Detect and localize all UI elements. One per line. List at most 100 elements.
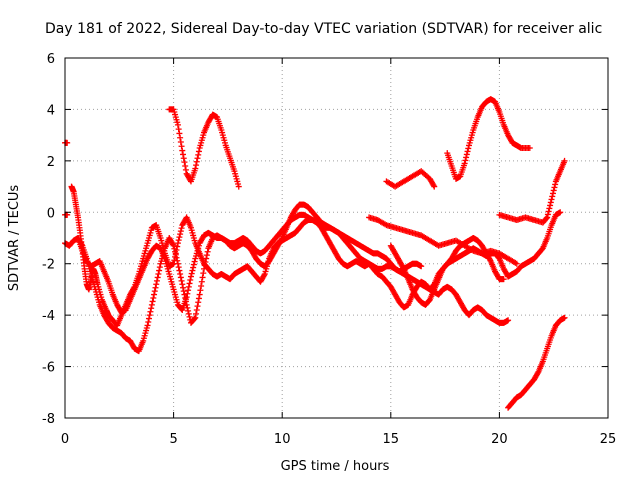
- data-point: [151, 291, 158, 298]
- data-point: [204, 248, 211, 255]
- data-point: [192, 165, 199, 172]
- data-point: [176, 234, 183, 241]
- data-point: [561, 157, 568, 164]
- series-track-j: [505, 314, 568, 411]
- data-point: [177, 228, 184, 235]
- data-point: [198, 283, 205, 289]
- data-point: [544, 211, 551, 218]
- data-point: [465, 145, 472, 152]
- data-point: [203, 255, 210, 262]
- data-point: [178, 277, 185, 284]
- x-tick-label: 15: [383, 432, 400, 447]
- data-point: [176, 267, 183, 274]
- data-point: [180, 284, 187, 291]
- data-point: [179, 281, 186, 288]
- x-tick-label: 10: [274, 432, 291, 447]
- data-point: [172, 251, 179, 258]
- data-point: [194, 303, 201, 310]
- data-point: [177, 274, 184, 281]
- data-point: [180, 155, 187, 162]
- series-track-d: [166, 106, 242, 190]
- data-point: [193, 162, 200, 169]
- data-point: [189, 267, 196, 274]
- y-tick-label: -6: [42, 361, 55, 376]
- data-point: [196, 291, 203, 298]
- series-track-f: [387, 235, 507, 308]
- data-point: [150, 295, 157, 301]
- data-point: [462, 157, 469, 164]
- data-point: [431, 183, 438, 190]
- data-point: [152, 284, 159, 291]
- data-point: [235, 183, 242, 190]
- data-point: [153, 281, 160, 288]
- data-point: [175, 126, 182, 133]
- data-point: [182, 163, 189, 169]
- data-point: [486, 256, 493, 263]
- data-point: [549, 193, 556, 200]
- data-point: [147, 308, 154, 315]
- data-point: [144, 322, 151, 329]
- data-point: [200, 270, 207, 277]
- data-point: [201, 262, 208, 269]
- y-tick-label: -4: [42, 309, 55, 324]
- data-point: [151, 288, 158, 295]
- data-point: [550, 187, 557, 194]
- data-point: [549, 190, 556, 197]
- data-point: [197, 287, 204, 294]
- data-point: [148, 301, 155, 308]
- data-point: [261, 272, 268, 279]
- data-point: [201, 265, 208, 272]
- data-point: [203, 252, 210, 259]
- series-track-h: [444, 96, 533, 182]
- data-point: [177, 231, 184, 238]
- series-track-c: [75, 211, 425, 316]
- data-point: [173, 254, 180, 261]
- data-point: [191, 315, 198, 322]
- data-point: [193, 310, 200, 317]
- data-point: [174, 121, 181, 128]
- y-tick-label: 4: [47, 103, 55, 118]
- data-points: [62, 96, 568, 411]
- data-point: [178, 143, 185, 150]
- data-point: [544, 214, 551, 221]
- data-point: [278, 236, 285, 243]
- data-point: [190, 264, 197, 271]
- data-point: [177, 134, 184, 141]
- x-tick-label: 20: [491, 432, 508, 447]
- data-point: [180, 288, 187, 295]
- data-point: [400, 264, 407, 271]
- data-point: [463, 151, 470, 158]
- data-point: [193, 158, 200, 165]
- data-point: [561, 314, 568, 321]
- data-point: [145, 319, 152, 325]
- data-point: [154, 274, 161, 281]
- data-point: [187, 277, 194, 283]
- data-point: [464, 148, 471, 155]
- data-point: [198, 278, 205, 285]
- series-track-i: [496, 157, 568, 226]
- data-point: [185, 307, 192, 314]
- data-point: [195, 295, 202, 302]
- y-tick-label: -8: [42, 412, 55, 427]
- x-tick-label: 5: [169, 432, 177, 447]
- data-point: [190, 261, 197, 268]
- data-point: [193, 307, 200, 313]
- data-point: [195, 148, 202, 155]
- data-point: [169, 241, 176, 248]
- data-point: [175, 237, 182, 244]
- data-point: [177, 139, 184, 145]
- data-point: [546, 205, 553, 212]
- data-point: [199, 274, 206, 281]
- y-tick-label: 6: [47, 52, 55, 67]
- data-point: [552, 181, 559, 188]
- data-point: [545, 208, 552, 215]
- data-point: [557, 209, 564, 216]
- data-point: [180, 151, 187, 158]
- data-point: [156, 267, 163, 274]
- data-point: [195, 299, 202, 306]
- data-point: [149, 298, 156, 305]
- data-point: [187, 273, 194, 280]
- x-tick-label: 0: [61, 432, 69, 447]
- data-point: [177, 271, 184, 277]
